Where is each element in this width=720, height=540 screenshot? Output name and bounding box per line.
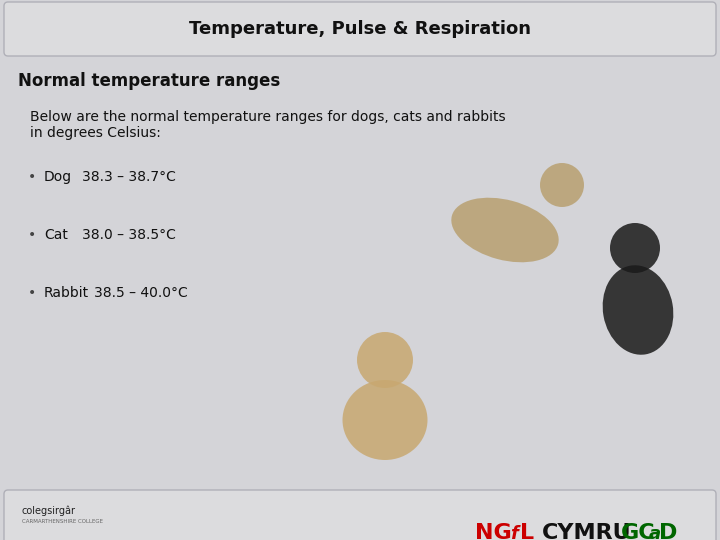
Ellipse shape (343, 380, 428, 460)
Text: CARMARTHENSHIRE COLLEGE: CARMARTHENSHIRE COLLEGE (22, 519, 103, 524)
Text: •: • (28, 286, 36, 300)
Text: Cat: Cat (44, 228, 68, 242)
FancyBboxPatch shape (4, 2, 716, 56)
Text: NG: NG (475, 523, 512, 540)
Text: 38.0 – 38.5°C: 38.0 – 38.5°C (82, 228, 176, 242)
Text: 38.5 – 40.0°C: 38.5 – 40.0°C (94, 286, 188, 300)
Text: Dog: Dog (44, 170, 72, 184)
Text: colegsirgâr: colegsirgâr (22, 506, 76, 516)
Circle shape (610, 223, 660, 273)
Text: Rabbit: Rabbit (44, 286, 89, 300)
Text: D: D (659, 523, 678, 540)
Text: f: f (510, 525, 518, 540)
Ellipse shape (451, 198, 559, 262)
Ellipse shape (603, 265, 673, 355)
Text: Below are the normal temperature ranges for dogs, cats and rabbits: Below are the normal temperature ranges … (30, 110, 505, 124)
Circle shape (357, 332, 413, 388)
Text: GC: GC (621, 523, 656, 540)
Text: Temperature, Pulse & Respiration: Temperature, Pulse & Respiration (189, 20, 531, 38)
Text: 38.3 – 38.7°C: 38.3 – 38.7°C (82, 170, 176, 184)
Text: •: • (28, 170, 36, 184)
Text: Normal temperature ranges: Normal temperature ranges (18, 72, 280, 90)
Text: •: • (28, 228, 36, 242)
Text: CYMRU: CYMRU (542, 523, 631, 540)
FancyBboxPatch shape (4, 490, 716, 540)
Text: L: L (520, 523, 534, 540)
Text: in degrees Celsius:: in degrees Celsius: (30, 126, 161, 140)
Text: a: a (649, 525, 661, 540)
Circle shape (540, 163, 584, 207)
